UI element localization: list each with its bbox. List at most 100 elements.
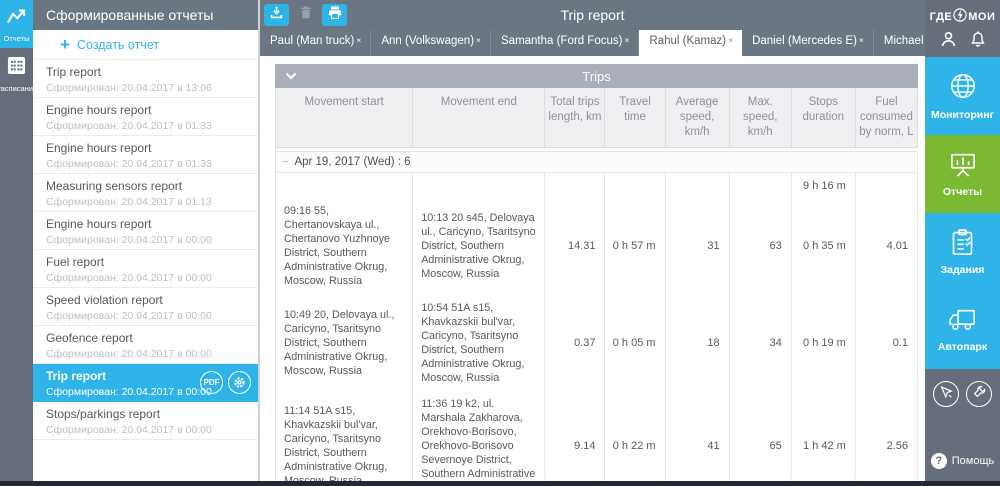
movement-start-cell: 09:16 55, Chertanovskaya ul., Chertanovo… — [274, 198, 414, 295]
empty-cell — [729, 172, 792, 199]
sidebar-item-globe[interactable]: Мониторинг — [925, 57, 1000, 135]
empty-cell — [604, 172, 666, 199]
report-generated-timestamp: Сформирован: 20.04.2017 в 13:06 — [46, 82, 212, 94]
create-report-button[interactable]: + Создать отчет — [33, 30, 258, 60]
report-name: Engine hours report — [46, 141, 152, 155]
trip-length-cell: 0.37 — [544, 294, 606, 391]
logo-text-left: ГДЕ — [929, 10, 953, 23]
clipboard-icon — [950, 228, 975, 259]
report-list-item[interactable]: Geofence report Сформирован: 20.04.2017 в… — [33, 326, 258, 364]
sidebar-item-label: Отчеты — [942, 185, 983, 198]
report-content: Trips Movement start Movement end Total tr… — [260, 56, 925, 481]
trip-row[interactable]: 09:16 55, Chertanovskaya ul., Chertanovo… — [274, 198, 919, 295]
column-header: Total trips length, km — [544, 88, 606, 148]
table-header-row: Movement start Movement end Total trips le… — [274, 88, 919, 148]
service-tool-button[interactable] — [966, 381, 992, 407]
report-list: Trip report Сформирован: 20.04.2017 в 13:… — [33, 60, 258, 481]
date-group-row[interactable]: − Apr 19, 2017 (Wed) : 6 — [275, 150, 918, 173]
vehicle-tab[interactable]: Samantha (Ford Focus) × — [491, 30, 640, 56]
report-list-item[interactable]: Fuel report Сформирован: 20.04.2017 в 00:… — [33, 250, 258, 288]
vehicle-tab[interactable]: Paul (Man truck) × — [260, 30, 372, 56]
user-icon[interactable] — [940, 31, 957, 47]
schedule-grid-icon — [7, 56, 26, 80]
globe-icon — [948, 71, 978, 104]
report-list-item[interactable]: Trip report Сформирован: 20.04.2017 в 13:… — [33, 60, 258, 98]
print-icon — [328, 6, 342, 24]
movement-end-cell: 10:54 51A s15, Khavkazskii bul'var, Cari… — [412, 294, 546, 391]
vehicle-tab[interactable]: Rahul (Kamaz) × — [639, 30, 743, 56]
travel-time-cell: 0 h 05 m — [604, 294, 666, 391]
report-generated-timestamp: Сформирован: 20.04.2017 в 01:33 — [46, 158, 212, 170]
max-speed-cell: 63 — [729, 198, 792, 295]
report-generated-timestamp: Сформирован: 20.04.2017 в 00:00 — [46, 234, 212, 246]
close-icon[interactable]: × — [728, 35, 734, 45]
report-list-item[interactable]: Trip report Сформирован: 20.04.2017 в 00:… — [33, 364, 258, 402]
trips-table: Movement start Movement end Total trips le… — [274, 88, 919, 481]
lightning-bolt-icon — [953, 8, 967, 25]
trips-section-header[interactable]: Trips — [275, 64, 918, 88]
report-list-item[interactable]: Engine hours report Сформирован: 20.04.20… — [33, 136, 258, 174]
sidebar-item-presentation-chart[interactable]: Отчеты — [925, 135, 1000, 213]
sidebar-item-label: Мониторинг — [931, 109, 994, 121]
report-name: Trip report — [46, 65, 101, 79]
gdemoi-logo: ГДЕ МОИ — [930, 8, 996, 25]
report-settings-button[interactable] — [228, 371, 251, 394]
stops-duration-cell: 0 h 35 m — [791, 198, 856, 295]
movement-start-cell: 11:14 51A s15, Khavkazskii bul'var, Cari… — [274, 390, 414, 481]
report-toolbar — [264, 4, 347, 26]
trip-row[interactable]: 11:14 51A s15, Khavkazskii bul'var, Cari… — [274, 390, 919, 481]
travel-time-cell: 0 h 22 m — [604, 390, 666, 481]
report-name: Measuring sensors report — [46, 179, 183, 193]
close-icon[interactable]: × — [624, 35, 630, 45]
report-name: Engine hours report — [46, 103, 152, 117]
tab-label: Samantha (Ford Focus) — [501, 35, 623, 47]
fuel-cell: 0.1 — [855, 294, 919, 391]
chevron-down-icon[interactable] — [285, 72, 297, 80]
empty-cell — [544, 172, 606, 199]
bell-icon[interactable] — [971, 31, 985, 47]
sidebar-item-truck[interactable]: Автопарк — [925, 291, 1000, 369]
truck-icon — [947, 308, 978, 336]
close-icon[interactable]: × — [858, 35, 864, 45]
download-report-button[interactable] — [264, 4, 289, 26]
trip-length-cell: 9.14 — [544, 390, 606, 481]
vehicle-tab[interactable]: Ann (Volkswagen) × — [371, 30, 491, 56]
close-icon[interactable]: × — [356, 35, 362, 45]
navigation-tool-button[interactable] — [933, 381, 959, 407]
trip-row[interactable]: 10:49 20, Delovaya ul., Caricyno, Tsarit… — [274, 294, 919, 391]
report-generated-timestamp: Сформирован: 20.04.2017 в 00:00 — [46, 386, 212, 398]
sidebar-item-clipboard[interactable]: Задания — [925, 213, 1000, 291]
column-header: Fuel consumed by norm, L — [855, 88, 919, 148]
travel-time-cell: 0 h 57 m — [604, 198, 666, 295]
reports-panel-title: Сформированные отчеты — [33, 0, 258, 30]
report-list-item[interactable]: Stops/parkings report Сформирован: 20.04.… — [33, 402, 258, 440]
tab-label: Ann (Volkswagen) — [381, 35, 475, 47]
print-report-button[interactable] — [322, 4, 347, 26]
vehicle-tab[interactable]: Daniel (Mercedes E) × — [742, 30, 874, 56]
report-title: Trip report — [560, 7, 625, 23]
report-list-item[interactable]: Measuring sensors report Сформирован: 20.… — [33, 174, 258, 212]
collapse-icon[interactable]: − — [282, 155, 289, 168]
rail-item-reports[interactable]: Отчеты — [0, 0, 33, 48]
report-list-item[interactable]: Engine hours report Сформирован: 20.04.20… — [33, 212, 258, 250]
report-name: Engine hours report — [46, 217, 152, 231]
close-icon[interactable]: × — [476, 35, 481, 45]
sidebar-bottom: ? Помощь — [925, 369, 1000, 481]
report-list-item[interactable]: Engine hours report Сформирован: 20.04.20… — [33, 98, 258, 136]
rail-item-schedule[interactable]: Расписание — [0, 48, 37, 98]
delete-report-button — [293, 4, 318, 26]
rail-item-label: Расписание — [0, 84, 38, 93]
movement-end-cell: 10:13 20 s45, Delovaya ul., Caricyno, Ts… — [412, 198, 546, 295]
report-generated-timestamp: Сформирован: 20.04.2017 в 00:00 — [46, 348, 212, 360]
help-button[interactable]: ? Помощь — [930, 453, 994, 469]
sidebar-item-label: Задания — [940, 263, 985, 276]
stops-duration-cell: 0 h 19 m — [791, 294, 856, 391]
column-header: Travel time — [604, 88, 666, 148]
movement-end-cell: 11:36 19 k2, ul. Marshala Zakharova, Ore… — [412, 390, 546, 481]
reports-panel: Сформированные отчеты + Создать отчет Tr… — [33, 0, 260, 481]
tab-label: Paul (Man truck) — [270, 35, 355, 47]
report-list-item[interactable]: Speed violation report Сформирован: 20.04… — [33, 288, 258, 326]
tab-label: Daniel (Mercedes E) — [752, 35, 857, 47]
pdf-button[interactable]: PDF — [200, 371, 223, 394]
